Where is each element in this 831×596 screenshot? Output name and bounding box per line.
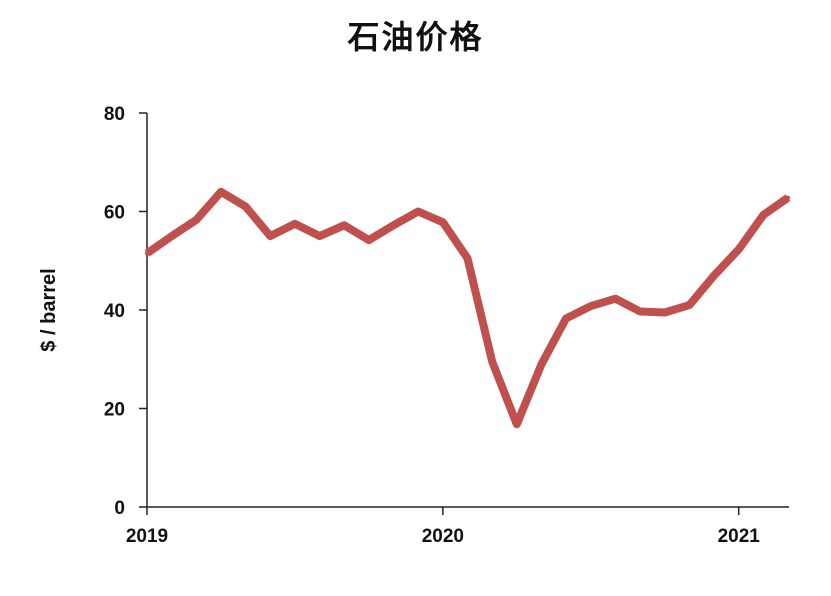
data-point: [786, 195, 790, 200]
data-point: [712, 273, 717, 278]
y-tick-label: 80: [104, 104, 125, 125]
series-layer: [144, 187, 791, 429]
data-point: [539, 362, 544, 367]
data-point: [490, 359, 495, 364]
y-axis-label: $ / barrel: [38, 268, 60, 351]
data-point: [145, 251, 149, 256]
data-point: [588, 304, 593, 309]
ticks: 0 20 40 60 80 2019 2020 2021: [104, 104, 760, 547]
data-point: [317, 234, 322, 239]
data-point: [514, 422, 519, 427]
data-point: [194, 217, 199, 222]
price-line: [144, 187, 791, 429]
data-point: [736, 247, 741, 252]
data-point: [292, 221, 297, 226]
data-point: [564, 316, 569, 321]
data-point: [465, 256, 470, 261]
y-tick-label: 20: [104, 400, 125, 421]
data-point: [638, 309, 643, 314]
chart-title: 石油价格: [347, 18, 484, 56]
data-point: [268, 234, 273, 239]
data-point: [169, 234, 174, 239]
x-tick-label: 2019: [126, 526, 168, 547]
x-tick-label: 2021: [718, 526, 761, 547]
data-point: [761, 212, 766, 217]
y-tick-label: 0: [114, 498, 125, 519]
data-point: [366, 238, 371, 243]
data-point: [440, 220, 445, 225]
data-point: [416, 209, 421, 214]
data-point: [243, 204, 248, 209]
y-tick-label: 40: [104, 301, 125, 322]
y-tick-label: 60: [104, 203, 125, 224]
data-point: [662, 310, 667, 315]
data-point: [219, 189, 223, 194]
data-point: [613, 296, 618, 301]
data-point: [687, 303, 692, 308]
data-point: [342, 223, 347, 228]
axes: [146, 113, 789, 508]
data-point: [391, 223, 396, 228]
x-tick-label: 2020: [422, 526, 464, 547]
